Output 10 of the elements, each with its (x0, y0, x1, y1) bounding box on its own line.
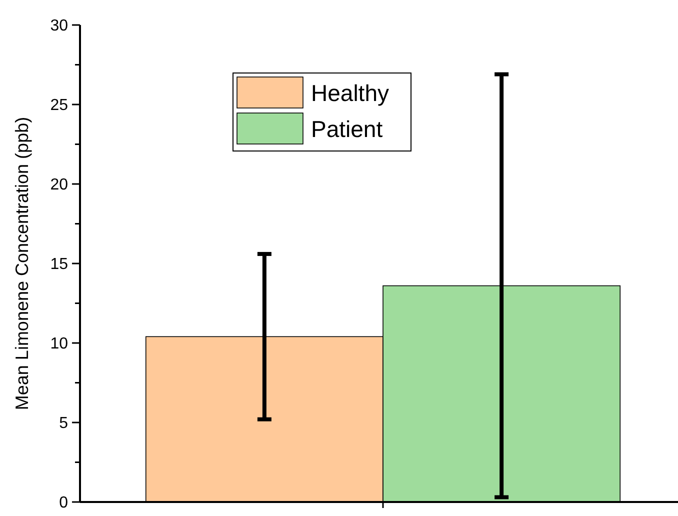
y-tick-label: 5 (59, 415, 68, 432)
y-axis-title: Mean Limonene Concentration (ppb) (12, 116, 32, 410)
y-tick-label: 25 (50, 97, 68, 114)
y-tick-label: 15 (50, 256, 68, 274)
y-tick-label: 30 (50, 18, 68, 35)
y-tick-label: 0 (59, 494, 68, 512)
legend-label: Patient (311, 116, 384, 142)
legend-label: Healthy (311, 80, 390, 106)
y-tick-label: 20 (50, 176, 68, 194)
y-tick-label: 10 (50, 336, 68, 353)
